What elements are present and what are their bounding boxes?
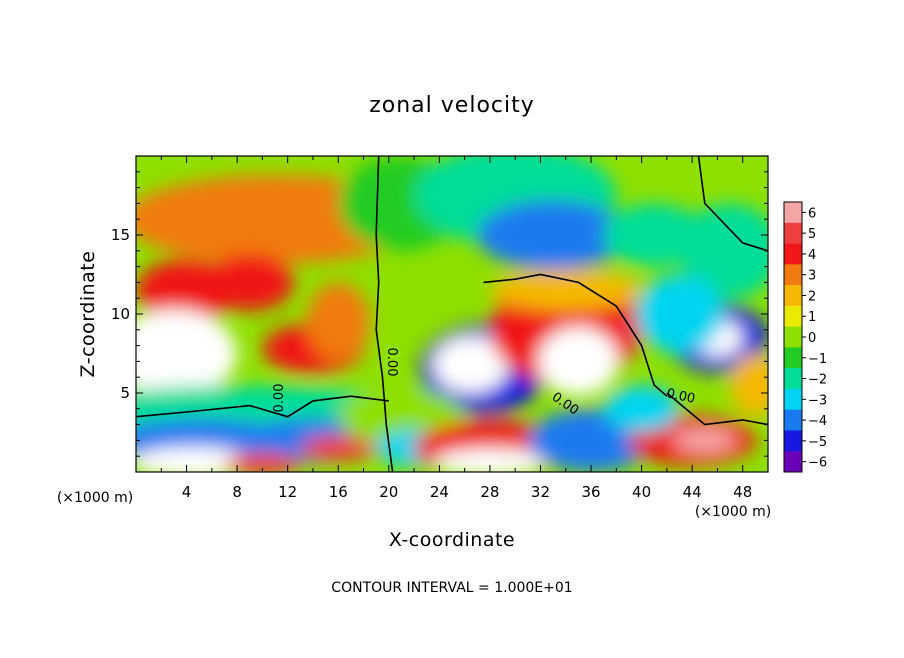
y-tick-label: 15 [111, 226, 130, 244]
colorbar-swatch [784, 305, 802, 327]
zero-contour-line [483, 273, 668, 397]
colorbar-tick-label: 6 [808, 206, 816, 221]
colorbar-swatch [784, 430, 802, 452]
colorbar-swatch [784, 285, 802, 307]
x-tick-label: 24 [430, 483, 449, 501]
colorbar-tick-label: 3 [808, 269, 816, 284]
contour-label: 0.00 [384, 348, 399, 377]
zero-contour-line [375, 156, 394, 472]
x-tick-label: 48 [733, 483, 752, 501]
x-tick-label: 44 [683, 483, 702, 501]
colorbar-swatch [784, 202, 802, 224]
field-blob [489, 269, 642, 311]
chart-title: zonal velocity [369, 93, 535, 118]
colorbar-swatch [784, 222, 802, 244]
field-blob [433, 448, 547, 472]
colorbar-tick-label: 1 [808, 310, 816, 325]
y-tick-label: 10 [111, 305, 130, 323]
field-blob [306, 282, 370, 362]
field-blob [730, 353, 768, 417]
field-blob [537, 326, 619, 397]
colorbar-tick-label: 4 [808, 248, 816, 263]
colorbar-swatch [784, 388, 802, 410]
field-blob [205, 253, 294, 311]
field-blob [635, 274, 724, 354]
contour-label: 0.00 [665, 386, 696, 407]
x-axis: 4 8 12 16 20 24 28 32 36 40 44 48 [160, 156, 752, 501]
field-blob [224, 453, 301, 472]
field-blob [477, 200, 629, 270]
contour-interval-note: CONTOUR INTERVAL = 1.000E+01 [331, 580, 572, 596]
plot-area [136, 156, 768, 472]
colorbar-tick-label: −6 [808, 456, 827, 471]
colorbar-swatch [784, 264, 802, 286]
colorbar-swatch [784, 368, 802, 390]
colorbar-tick-label: 5 [808, 227, 816, 242]
x-tick-label: 40 [632, 483, 651, 501]
colorbar: 6 5 4 3 2 1 0 −1 −2 −3 −4 −5 −6 [783, 201, 827, 473]
x-tick-label: 4 [182, 483, 192, 501]
x-tick-label: 32 [531, 483, 550, 501]
colorbar-tick-label: 0 [808, 331, 816, 346]
colorbar-tick-label: −4 [808, 414, 827, 429]
field-blob [679, 203, 768, 299]
colorbar-tick-label: −3 [808, 393, 827, 408]
colorbar-swatch [784, 451, 802, 473]
colorbar-tick-label: −5 [808, 435, 827, 450]
colorbar-swatch [784, 409, 802, 431]
x-tick-label: 8 [232, 483, 242, 501]
x-unit-label-left: (×1000 m) [57, 490, 133, 506]
zero-contour-layer [136, 156, 768, 472]
zero-contour-line [697, 156, 768, 252]
field-blob [136, 309, 238, 398]
y-axis: 5 10 15 [111, 171, 768, 457]
colorbar-swatch [784, 243, 802, 265]
colorbar-swatch [784, 326, 802, 348]
contour-label: 0.00 [272, 384, 287, 413]
x-tick-label: 12 [278, 483, 297, 501]
colorbar-swatch [784, 347, 802, 369]
x-axis-label: X-coordinate [389, 529, 515, 551]
zero-contour-line [666, 392, 768, 426]
field-blob [673, 427, 737, 454]
field-layer [136, 156, 768, 472]
zero-contour-line [136, 395, 389, 418]
colorbar-tick-label: −2 [808, 373, 827, 388]
x-unit-label-right: (×1000 m) [695, 504, 771, 520]
colorbar-tick-label: −1 [808, 352, 827, 367]
y-tick-label: 5 [120, 384, 130, 402]
field-blob [433, 336, 509, 393]
x-tick-label: 28 [480, 483, 499, 501]
x-tick-label: 20 [379, 483, 398, 501]
field-blob [603, 385, 680, 433]
y-axis-label: Z-coordinate [77, 251, 99, 378]
x-tick-label: 16 [329, 483, 348, 501]
colorbar-tick-label: 2 [808, 289, 816, 304]
field-blob [300, 435, 377, 461]
x-tick-label: 36 [581, 483, 600, 501]
